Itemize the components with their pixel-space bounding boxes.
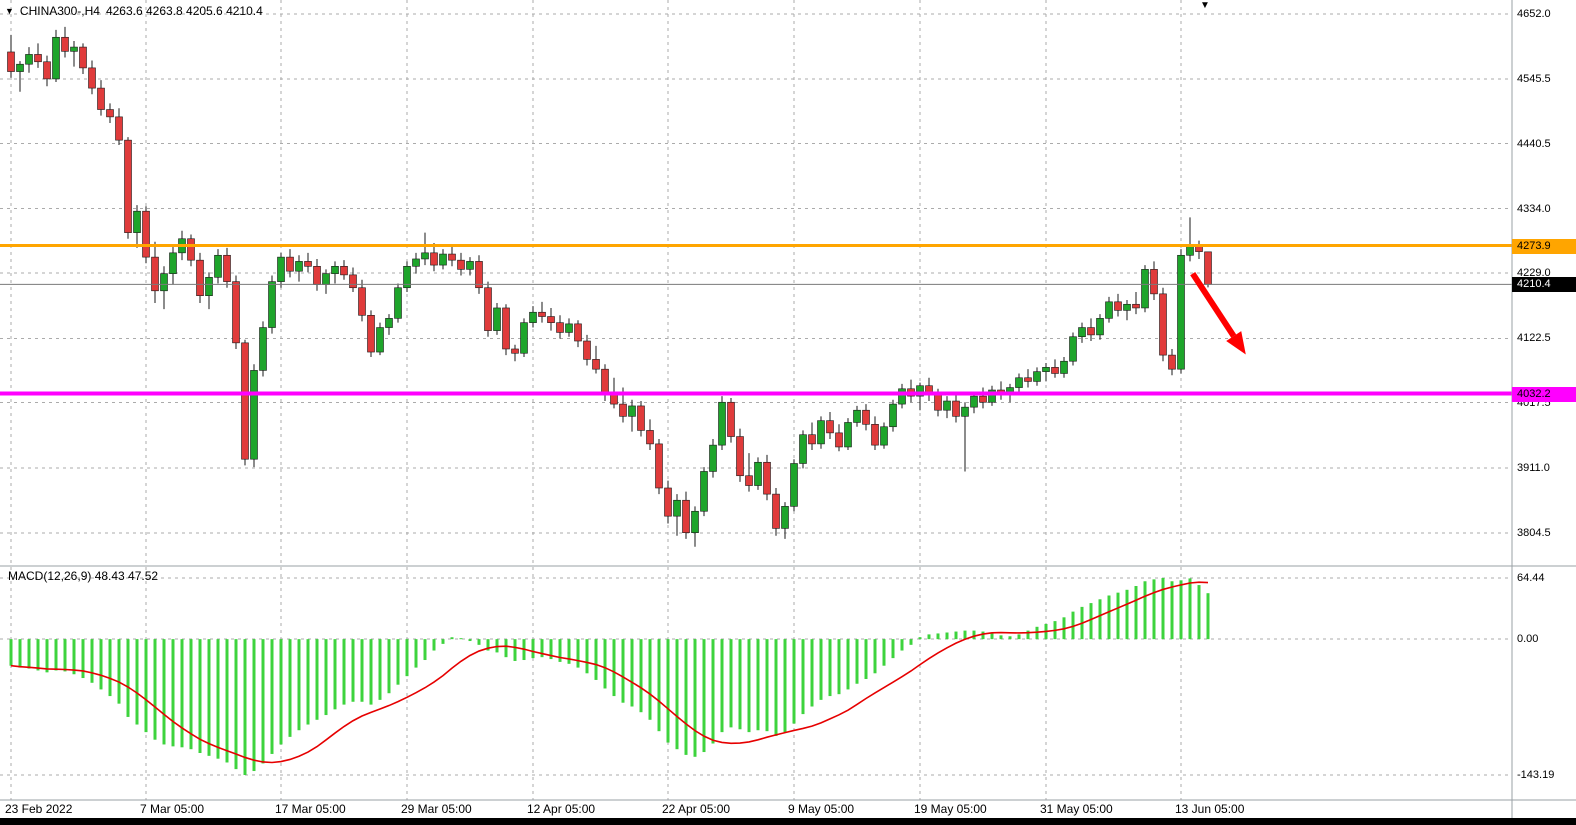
macd-indicator-label: MACD(12,26,9) 48.43 47.52: [8, 569, 159, 583]
price-axis-tick: 4122.5: [1517, 332, 1551, 345]
chart-header: ▼ CHINA300-,H4 4263.6 4263.8 4205.6 4210…: [5, 4, 263, 18]
time-axis-label: 12 Apr 05:00: [527, 802, 596, 816]
resistance-price-tag: 4273.9: [1512, 238, 1576, 254]
chart-shift-icon[interactable]: ▼: [1200, 0, 1210, 11]
symbol-timeframe-label: CHINA300-,H4: [19, 4, 100, 18]
price-axis-tick: 4545.5: [1517, 73, 1551, 86]
time-axis-label: 22 Apr 05:00: [662, 802, 731, 816]
symbol-marker-icon: ▼: [5, 6, 14, 16]
macd-axis-tick: 64.44: [1517, 572, 1545, 584]
bid-price-tag: 4210.4: [1512, 277, 1576, 293]
time-axis-label: 17 Mar 05:00: [275, 802, 346, 816]
time-axis-label: 7 Mar 05:00: [140, 802, 205, 816]
price-axis-tick: 4652.0: [1517, 8, 1551, 20]
macd-signal-line: [10, 581, 1209, 764]
ohlc-values: 4263.6 4263.8 4205.6 4210.4: [105, 4, 263, 18]
macd-axis-tick: -143.19: [1517, 769, 1555, 781]
price-axis-tick: 3804.5: [1517, 527, 1551, 539]
price-axis-tick: 4440.5: [1517, 137, 1551, 150]
time-axis-label: 23 Feb 2022: [5, 802, 73, 816]
time-axis[interactable]: 23 Feb 2022 7 Mar 05:00 17 Mar 05:00 29 Mar…: [0, 800, 1576, 818]
support-price-tag: 4032.2: [1512, 386, 1576, 402]
price-axis-tick: 4229.0: [1517, 267, 1551, 280]
time-axis-label: 13 Jun 05:00: [1175, 802, 1245, 816]
time-axis-label: 19 May 05:00: [914, 802, 987, 816]
macd-histogram: [9, 578, 1210, 775]
macd-axis-tick: 0.00: [1517, 633, 1539, 646]
price-axis-tick: 4334.0: [1517, 202, 1551, 215]
time-axis-label: 9 May 05:00: [788, 802, 855, 816]
bottom-black-bar: [0, 818, 1576, 825]
candles: [7, 26, 1212, 547]
price-axis-tick: 3911.0: [1517, 461, 1550, 474]
time-axis-label: 29 Mar 05:00: [401, 802, 472, 816]
trend-arrow[interactable]: [1190, 272, 1246, 355]
price-axis[interactable]: 4652.0 4545.5 4440.5 4334.0 4229.0 4122.5 4017…: [1512, 0, 1576, 800]
time-axis-label: 31 May 05:00: [1040, 802, 1113, 816]
